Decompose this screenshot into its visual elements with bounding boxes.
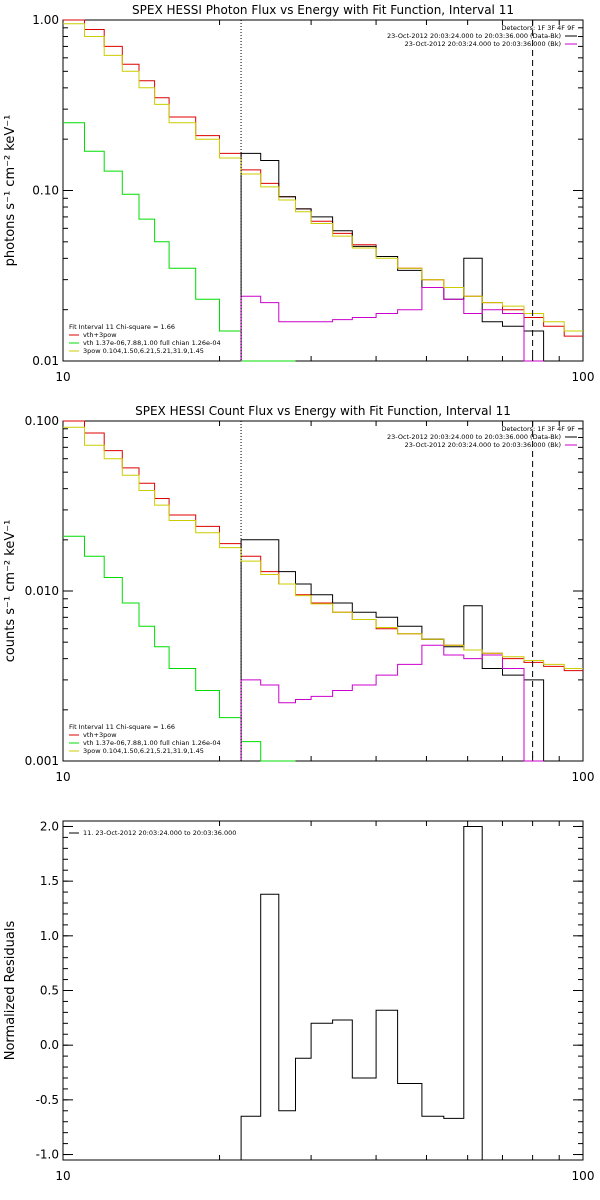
header-note: 23-Oct-2012 20:03:24.000 to 20:03:36.000… xyxy=(387,32,561,40)
legend-entry: vth+3pow xyxy=(83,331,117,339)
y-tick-label: 2.0 xyxy=(40,819,59,833)
y-axis-label: Normalized Residuals xyxy=(3,921,18,1061)
series-histogram xyxy=(63,535,296,762)
legend-entry: Fit Interval 11 Chi-square = 1.66 xyxy=(69,723,175,731)
y-tick-label: 0.10 xyxy=(32,184,59,198)
legend-entry: Fit Interval 11 Chi-square = 1.66 xyxy=(69,323,175,331)
series-histogram xyxy=(63,426,583,669)
legend-entry: 3pow 0.104,1.50,6.21,5.21,31.9,1.45 xyxy=(83,347,204,355)
y-tick-label: 0.01 xyxy=(32,354,59,368)
x-tick-label: 100 xyxy=(572,770,595,784)
x-tick-label: 100 xyxy=(572,1169,595,1183)
y-tick-label: 1.00 xyxy=(32,13,59,27)
plot-frame xyxy=(62,820,584,1161)
legend-entry: vth 1.37e-06,7.88,1.00 full chian 1.26e-… xyxy=(83,339,221,347)
legend-entry: 3pow 0.104,1.50,6.21,5.21,31.9,1.45 xyxy=(83,747,204,755)
x-tick-label: 10 xyxy=(55,1169,70,1183)
series-histogram xyxy=(240,287,544,362)
header-note: 23-Oct-2012 20:03:24.000 to 20:03:36.000… xyxy=(387,433,561,441)
y-tick-label: 0.0 xyxy=(40,1038,59,1052)
chart-title: SPEX HESSI Photon Flux vs Energy with Fi… xyxy=(132,3,514,17)
series-histogram xyxy=(63,19,583,337)
chart-title: SPEX HESSI Count Flux vs Energy with Fit… xyxy=(135,404,511,418)
y-tick-label: 1.5 xyxy=(40,874,59,888)
series-histogram xyxy=(240,539,545,761)
series-histogram xyxy=(240,152,545,361)
y-tick-label: 0.5 xyxy=(40,984,59,998)
series-histogram xyxy=(240,644,544,762)
x-tick-label: 10 xyxy=(55,770,70,784)
series-histogram xyxy=(63,420,583,672)
x-tick-label: 100 xyxy=(572,370,595,384)
y-tick-label: -1.0 xyxy=(36,1148,59,1162)
legend-entry: 11. 23-Oct-2012 20:03:24.000 to 20:03:36… xyxy=(83,829,236,837)
y-axis-label: photons s⁻¹ cm⁻² keV⁻¹ xyxy=(3,115,18,267)
y-tick-label: -0.5 xyxy=(36,1093,59,1107)
x-tick-label: 10 xyxy=(55,370,70,384)
y-tick-label: 1.0 xyxy=(40,929,59,943)
plot-frame xyxy=(62,420,584,762)
header-note: Detectors: 1F 3F 4F 9F xyxy=(501,24,575,32)
y-axis-label: counts s⁻¹ cm⁻² keV⁻¹ xyxy=(3,520,18,663)
legend-entry: vth 1.37e-06,7.88,1.00 full chian 1.26e-… xyxy=(83,739,221,747)
series-histogram xyxy=(240,826,544,1161)
legend-entry: vth+3pow xyxy=(83,731,117,739)
y-tick-label: 0.010 xyxy=(25,584,59,598)
y-tick-label: 0.100 xyxy=(25,414,59,428)
header-note: 23-Oct-2012 20:03:24.000 to 20:03:36.000… xyxy=(405,40,561,48)
series-histogram xyxy=(63,23,583,332)
header-note: Detectors: 1F 3F 4F 9F xyxy=(501,425,575,433)
y-tick-label: 0.001 xyxy=(25,754,59,768)
header-note: 23-Oct-2012 20:03:24.000 to 20:03:36.000… xyxy=(405,441,561,449)
